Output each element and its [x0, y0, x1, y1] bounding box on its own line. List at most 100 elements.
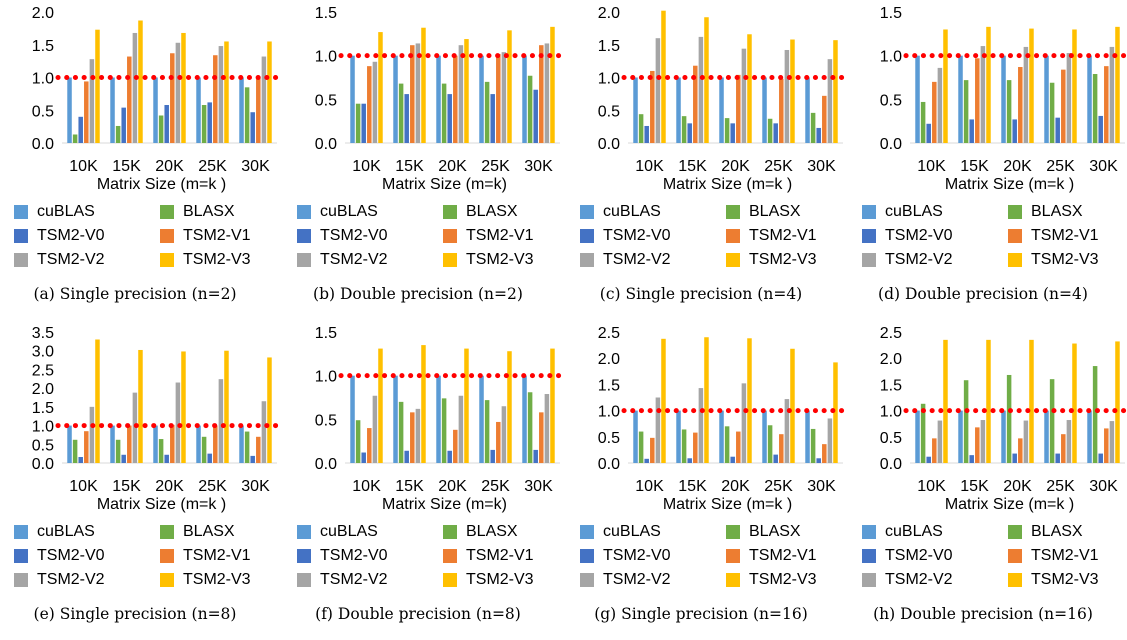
bar-tsm2-v3: [943, 29, 948, 143]
legend-swatch-icon: [443, 205, 457, 219]
bar-blasx: [1006, 80, 1012, 143]
legend-swatch-icon: [580, 573, 594, 587]
legend-swatch-icon: [160, 205, 174, 219]
bar-tsm2-v1: [736, 74, 741, 143]
x-tick-label: 10K: [69, 158, 98, 175]
legend-label: cuBLAS: [603, 203, 661, 220]
bar-cublas: [153, 425, 158, 463]
bar-tsm2-v0: [533, 89, 538, 143]
bar-tsm2-v3: [790, 39, 795, 144]
bar-tsm2-v1: [1018, 67, 1023, 143]
y-tick-label: 0.0: [32, 136, 54, 153]
bar-tsm2-v2: [937, 420, 943, 463]
chart-svg: 0.0 0.5 1.0 1.5 10K 15K 20K 25K 30K Matrix Size (…: [315, 5, 565, 193]
legend-label: cuBLAS: [320, 523, 378, 540]
legend-label: cuBLAS: [885, 523, 943, 540]
legend-swatch-icon: [297, 549, 311, 563]
bar-cublas: [110, 425, 115, 463]
bar-tsm2-v3: [550, 348, 555, 463]
bar-tsm2-v0: [687, 123, 692, 143]
x-tick-label: 25K: [1046, 158, 1075, 175]
legend-item: TSM2-V1: [443, 227, 534, 245]
legend-label: TSM2-V3: [749, 571, 817, 588]
y-tick-label: 3.5: [32, 325, 54, 342]
bar-cublas: [110, 77, 115, 143]
x-tick-label: 20K: [721, 478, 750, 495]
x-tick-label: 20K: [438, 158, 467, 175]
bar-tsm2-v1: [693, 432, 698, 463]
chart-caption: (f) Double precision (n=8): [315, 605, 521, 623]
legend-item: BLASX: [726, 203, 801, 221]
bar-tsm2-v1: [170, 53, 175, 144]
x-tick-label: 10K: [635, 478, 664, 495]
x-axis-title: Matrix Size (m=k ): [945, 176, 1074, 193]
legend-label: TSM2-V2: [37, 571, 105, 588]
legend-item: BLASX: [726, 523, 801, 541]
legend-label: BLASX: [466, 203, 518, 220]
bar-cublas: [915, 55, 920, 143]
y-tick-label: 1.5: [315, 325, 337, 342]
legend-label: TSM2-V0: [885, 227, 953, 244]
bar-blasx: [1092, 74, 1098, 143]
bar-tsm2-v2: [261, 401, 267, 463]
bar-blasx: [638, 114, 644, 143]
bar-tsm2-v1: [84, 431, 89, 463]
legend-label: TSM2-V0: [37, 547, 105, 564]
bar-blasx: [920, 403, 926, 463]
legend-item: TSM2-V3: [160, 251, 251, 269]
legend-swatch-icon: [580, 549, 594, 563]
bar-blasx: [158, 115, 164, 143]
legend-label: BLASX: [183, 523, 235, 540]
y-tick-label: 1.5: [32, 400, 54, 417]
bar-tsm2-v2: [218, 46, 224, 144]
bar-tsm2-v2: [458, 45, 464, 143]
bar-tsm2-v1: [410, 45, 415, 143]
bar-tsm2-v3: [1029, 28, 1034, 144]
bar-tsm2-v0: [447, 94, 452, 143]
y-tick-label: 0.0: [880, 136, 902, 153]
bar-tsm2-v0: [490, 94, 495, 143]
x-tick-label: 15K: [960, 158, 989, 175]
legend-item: TSM2-V0: [580, 547, 671, 565]
legend-swatch-icon: [160, 549, 174, 563]
bar-blasx: [244, 87, 250, 143]
bar-blasx: [724, 426, 730, 463]
legend-item: BLASX: [1008, 523, 1083, 541]
bar-tsm2-v0: [404, 450, 409, 463]
bar-tsm2-v0: [730, 123, 735, 143]
bar-tsm2-v1: [453, 55, 458, 143]
legend-label: TSM2-V1: [183, 547, 251, 564]
x-tick-label: 10K: [917, 478, 946, 495]
legend-label: TSM2-V3: [183, 251, 251, 268]
x-tick-label: 15K: [678, 478, 707, 495]
bar-tsm2-v3: [464, 348, 469, 463]
bar-tsm2-v2: [89, 406, 95, 463]
x-tick-label: 20K: [1003, 478, 1032, 495]
bar-tsm2-v2: [1023, 420, 1029, 463]
y-tick-label: 2.0: [32, 381, 54, 398]
legend-item: TSM2-V0: [14, 227, 105, 245]
x-axis-title: Matrix Size (m=k ): [663, 176, 792, 193]
legend-label: TSM2-V1: [1031, 227, 1099, 244]
bar-tsm2-v3: [224, 350, 229, 463]
bar-tsm2-v3: [704, 337, 709, 463]
bar-tsm2-v2: [655, 397, 661, 463]
chart-panel: 0.0 0.5 1.0 1.5 2.0 2.5 10K 15K 20K 25K 30K Matrix …: [848, 320, 1127, 640]
bar-cublas: [958, 55, 963, 143]
x-tick-label: 25K: [764, 478, 793, 495]
bar-tsm2-v2: [698, 36, 704, 143]
bar-cublas: [1001, 410, 1006, 463]
bar-cublas: [1044, 410, 1049, 463]
bar-tsm2-v3: [378, 32, 383, 144]
bar-cublas: [522, 55, 527, 143]
bar-tsm2-v3: [790, 348, 795, 463]
bar-cublas: [1087, 410, 1092, 463]
legend-label: TSM2-V0: [603, 547, 671, 564]
x-tick-label: 25K: [1046, 478, 1075, 495]
bar-tsm2-v0: [207, 453, 212, 463]
bar-tsm2-v2: [175, 42, 181, 143]
y-tick-label: 1.0: [32, 71, 54, 88]
legend-item: cuBLAS: [580, 203, 661, 221]
bar-cublas: [1087, 55, 1092, 143]
